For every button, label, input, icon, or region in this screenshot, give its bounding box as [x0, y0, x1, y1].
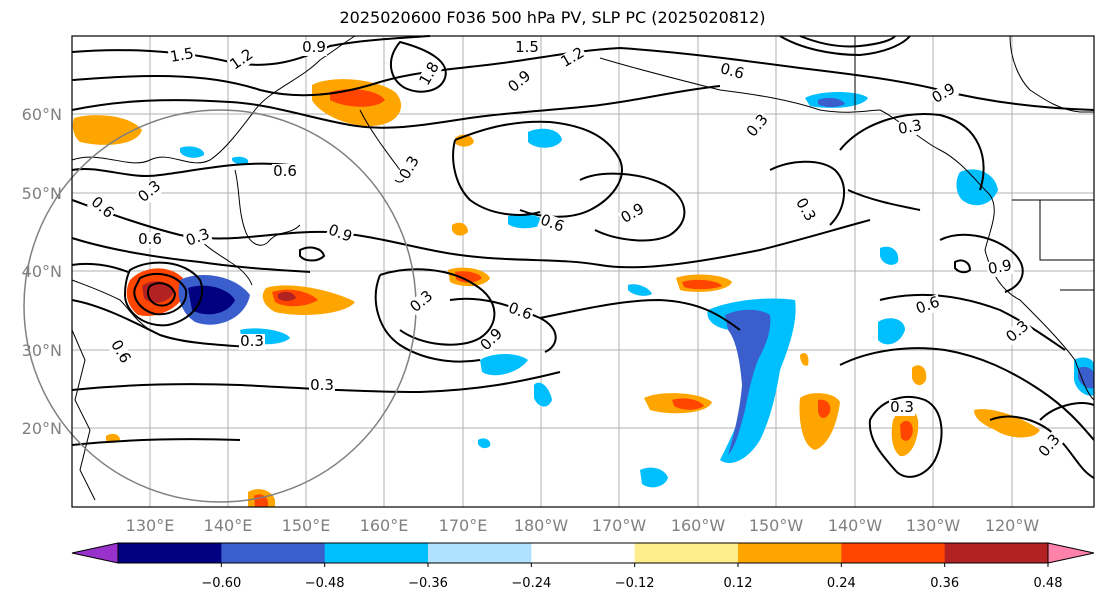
colorbar-tick-label: −0.48	[305, 576, 345, 591]
contour-label: 0.6	[138, 230, 162, 248]
contour-label: 0.3	[890, 398, 914, 416]
colorbar-extend-low	[71, 542, 119, 564]
longitude-labels: 130°E 140°E 150°E 160°E 170°E 180°W 170°W 160°W…	[126, 516, 1040, 535]
contour-label: 1.5	[515, 38, 539, 56]
lat-label: 40°N	[22, 262, 62, 281]
map-frame	[71, 35, 1095, 508]
lon-label: 180°W	[514, 516, 569, 535]
contour-label: 0.6	[273, 162, 297, 180]
contour-label: 0.3	[240, 332, 264, 350]
colorbar-extend-high	[1047, 542, 1095, 564]
colorbar-segment	[634, 543, 739, 563]
slp-contours	[71, 35, 1095, 479]
lat-label: 50°N	[22, 184, 62, 203]
latitude-labels: 60°N 50°N 40°N 30°N 20°N	[22, 105, 62, 438]
colorbar-tick-label: 0.36	[930, 576, 959, 591]
colorbar-segment	[841, 543, 946, 563]
contour-label: 0.3	[310, 376, 334, 394]
lon-label: 140°E	[204, 516, 253, 535]
colorbar	[71, 542, 1095, 564]
lat-label: 60°N	[22, 105, 62, 124]
lon-label: 140°W	[828, 516, 883, 535]
lat-label: 30°N	[22, 341, 62, 360]
colorbar-segment	[944, 543, 1049, 563]
lon-label: 150°E	[282, 516, 331, 535]
lon-label: 150°W	[749, 516, 804, 535]
lon-label: 170°W	[592, 516, 647, 535]
colorbar-tick-label: −0.24	[511, 576, 551, 591]
colorbar-tick-label: −0.36	[408, 576, 448, 591]
colorbar-tick-label: 0.12	[724, 576, 753, 591]
lon-label: 160°E	[360, 516, 409, 535]
colorbar-segment	[221, 543, 326, 563]
plot-title: 2025020600 F036 500 hPa PV, SLP PC (2025…	[339, 8, 766, 27]
colorbar-segment	[118, 543, 222, 563]
pv-anomaly-fills	[72, 79, 1094, 507]
lat-label: 20°N	[22, 419, 62, 438]
colorbar-segment	[428, 543, 532, 563]
contour-label: 0.9	[302, 38, 326, 56]
colorbar-segment	[324, 543, 429, 563]
lon-label: 160°W	[671, 516, 726, 535]
colorbar-tick-label: −0.12	[615, 576, 655, 591]
colorbar-tick-label: 0.24	[827, 576, 856, 591]
lon-label: 130°E	[126, 516, 175, 535]
contour-label: 0.9	[987, 256, 1014, 278]
contour-label: 0.3	[897, 116, 924, 138]
colorbar-tick-label: −0.60	[201, 576, 241, 591]
lon-label: 130°W	[906, 516, 961, 535]
colorbar-tick-label: 0.48	[1034, 576, 1063, 591]
contour-label: 1.5	[169, 44, 196, 66]
colorbar-ticks: −0.60 −0.48 −0.36 −0.24 −0.12 0.12 0.24 0.36 0.4…	[201, 563, 1063, 591]
contour-label: 0.6	[718, 59, 746, 83]
colorbar-segment	[531, 543, 636, 563]
lon-label: 170°E	[439, 516, 488, 535]
lon-label: 120°W	[985, 516, 1040, 535]
colorbar-segment	[738, 543, 842, 563]
